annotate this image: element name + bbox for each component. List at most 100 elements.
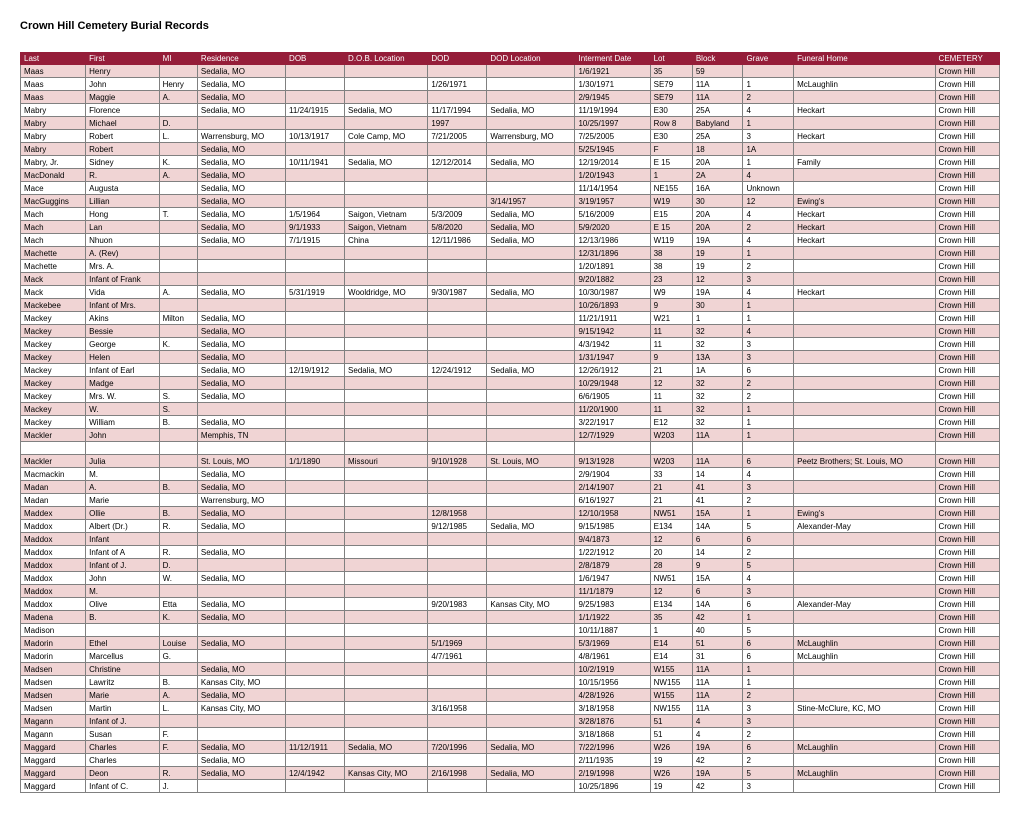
table-cell: 2/9/1945 [575, 91, 650, 104]
table-cell: Ewing's [794, 507, 935, 520]
table-cell: 5/8/2020 [428, 221, 487, 234]
table-cell [345, 559, 428, 572]
table-cell: Sedalia, MO [487, 156, 575, 169]
table-row: MabryRobertL.Warrensburg, MO10/13/1917Co… [21, 130, 1000, 143]
table-cell: 1 [743, 507, 794, 520]
table-cell [345, 351, 428, 364]
table-cell: Maggard [21, 754, 86, 767]
table-cell: 51 [692, 637, 743, 650]
table-cell: NW51 [650, 572, 692, 585]
table-cell [487, 676, 575, 689]
table-cell: Infant of Mrs. [86, 299, 159, 312]
table-cell [428, 494, 487, 507]
table-cell: 10/13/1917 [286, 130, 345, 143]
table-row: MadsenMarieA.Sedalia, MO4/28/1926W15511A… [21, 689, 1000, 702]
table-cell: B. [159, 416, 197, 429]
table-cell: 12/7/1929 [575, 429, 650, 442]
table-cell: 7/1/1915 [286, 234, 345, 247]
table-cell: 3/19/1957 [575, 195, 650, 208]
table-cell: Warrensburg, MO [487, 130, 575, 143]
table-row: MadenaB.K.Sedalia, MO1/1/192235421Crown … [21, 611, 1000, 624]
table-row: MackeyHelenSedalia, MO1/31/1947913A3Crow… [21, 351, 1000, 364]
table-cell: 9/30/1987 [428, 286, 487, 299]
table-cell [487, 390, 575, 403]
table-cell [286, 559, 345, 572]
table-cell: Sedalia, MO [487, 208, 575, 221]
table-cell [345, 598, 428, 611]
table-cell: 3/28/1876 [575, 715, 650, 728]
table-cell: 2 [743, 221, 794, 234]
table-row: MachLanSedalia, MO9/1/1933Saigon, Vietna… [21, 221, 1000, 234]
table-cell: Mrs. A. [86, 260, 159, 273]
table-cell: Mackey [21, 351, 86, 364]
table-cell: Florence [86, 104, 159, 117]
table-cell: Macmackin [21, 468, 86, 481]
table-cell [487, 117, 575, 130]
table-cell [794, 663, 935, 676]
table-cell: Mackler [21, 455, 86, 468]
table-cell: 4 [743, 286, 794, 299]
table-cell [794, 390, 935, 403]
table-cell: 42 [692, 754, 743, 767]
table-cell: W19 [650, 195, 692, 208]
table-cell [197, 624, 285, 637]
table-cell [286, 754, 345, 767]
table-cell: 4 [692, 715, 743, 728]
table-cell [794, 377, 935, 390]
table-cell [487, 260, 575, 273]
table-cell [345, 624, 428, 637]
table-cell: 1 [650, 169, 692, 182]
column-header: Last [21, 53, 86, 65]
table-row: MachNhuonSedalia, MO7/1/1915China12/11/1… [21, 234, 1000, 247]
table-cell [428, 169, 487, 182]
table-cell [794, 715, 935, 728]
table-cell: 5 [743, 624, 794, 637]
table-cell [86, 624, 159, 637]
table-cell [286, 663, 345, 676]
table-cell: A. [159, 91, 197, 104]
table-cell: A. [159, 286, 197, 299]
table-cell [286, 715, 345, 728]
table-cell [197, 403, 285, 416]
table-cell [345, 468, 428, 481]
table-cell: 30 [692, 299, 743, 312]
table-cell [794, 338, 935, 351]
table-cell [428, 754, 487, 767]
table-cell: 2 [743, 754, 794, 767]
table-cell: Henry [159, 78, 197, 91]
table-cell [428, 468, 487, 481]
table-cell: Mrs. W. [86, 390, 159, 403]
table-cell: 32 [692, 390, 743, 403]
table-cell: 11A [692, 429, 743, 442]
table-row: MachetteA. (Rev)12/31/189638191Crown Hil… [21, 247, 1000, 260]
table-cell [428, 559, 487, 572]
table-cell [197, 247, 285, 260]
table-cell: 11 [650, 390, 692, 403]
table-cell: J. [159, 780, 197, 793]
table-cell: A. [86, 481, 159, 494]
table-cell: 1 [743, 247, 794, 260]
table-cell: Heckart [794, 104, 935, 117]
table-cell: Marie [86, 494, 159, 507]
table-cell: Susan [86, 728, 159, 741]
table-cell: Maddox [21, 559, 86, 572]
table-row: MaddoxJohnW.Sedalia, MO1/6/1947NW5115A4C… [21, 572, 1000, 585]
table-cell: Mabry, Jr. [21, 156, 86, 169]
table-cell [487, 637, 575, 650]
table-row: MabryMichaelD.199710/25/1997Row 8Babylan… [21, 117, 1000, 130]
table-cell [345, 676, 428, 689]
table-cell: Sedalia, MO [197, 104, 285, 117]
table-cell [21, 442, 86, 455]
table-cell [345, 299, 428, 312]
table-cell [286, 390, 345, 403]
table-row: MackeyMrs. W.S.Sedalia, MO6/6/190511322C… [21, 390, 1000, 403]
column-header: Block [692, 53, 743, 65]
table-cell: 9/13/1928 [575, 455, 650, 468]
table-cell: Kansas City, MO [487, 598, 575, 611]
table-cell: Row 8 [650, 117, 692, 130]
table-cell [487, 247, 575, 260]
table-cell: Cole Camp, MO [345, 130, 428, 143]
table-cell: Maddox [21, 585, 86, 598]
column-header: D.O.B. Location [345, 53, 428, 65]
table-cell: 1/20/1943 [575, 169, 650, 182]
